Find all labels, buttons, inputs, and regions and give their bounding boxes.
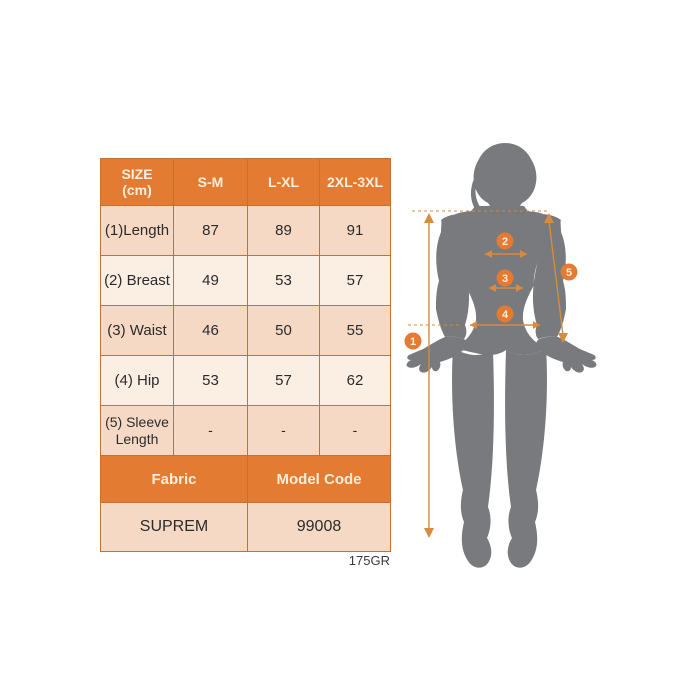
- svg-text:2: 2: [502, 236, 508, 248]
- svg-text:4: 4: [502, 309, 509, 321]
- svg-text:5: 5: [566, 267, 572, 279]
- svg-text:3: 3: [502, 273, 508, 285]
- svg-text:1: 1: [410, 336, 416, 348]
